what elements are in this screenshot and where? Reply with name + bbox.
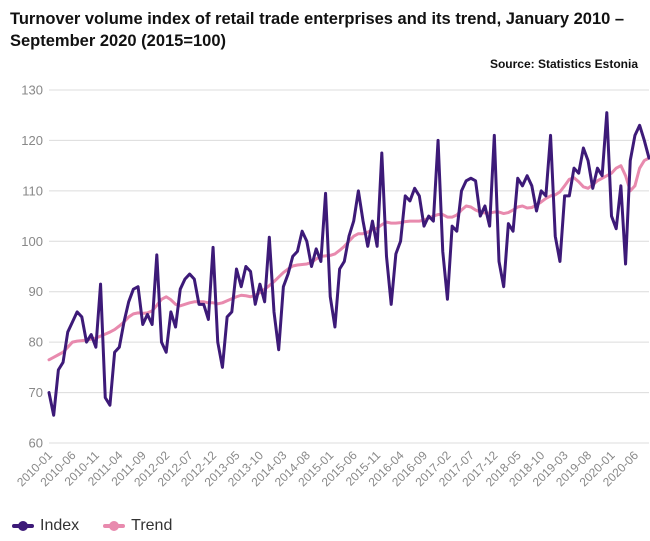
line-chart: 60 70 80 90 100 110 120 130 2010-012010-062010-… [14,83,650,489]
index-line [47,111,650,417]
legend-label-trend: Trend [131,517,173,534]
y-tick-label: 110 [22,183,43,198]
x-axis-ticks: 2010-012010-062010-112011-042011-092012-… [14,448,641,489]
y-tick-label: 130 [21,83,43,98]
y-tick-label: 60 [29,436,43,451]
index-swatch-icon [12,521,34,531]
y-tick-label: 80 [29,335,43,350]
y-tick-label: 120 [21,133,43,148]
legend: Index Trend [12,516,172,536]
legend-item-trend[interactable]: Trend [103,517,172,535]
y-tick-label: 70 [29,385,43,400]
y-tick-label: 100 [21,234,43,249]
y-axis-ticks: 60 70 80 90 100 110 120 130 [21,83,43,451]
y-tick-label: 90 [29,284,43,299]
legend-label-index: Index [40,517,80,534]
trend-swatch-icon [103,521,126,531]
gridlines [49,89,649,444]
source-note: Source: Statistics Estonia [489,57,638,71]
legend-item-index[interactable]: Index [12,517,79,535]
series-lines [47,111,650,417]
chart-title: Turnover volume index of retail trade en… [10,10,625,50]
